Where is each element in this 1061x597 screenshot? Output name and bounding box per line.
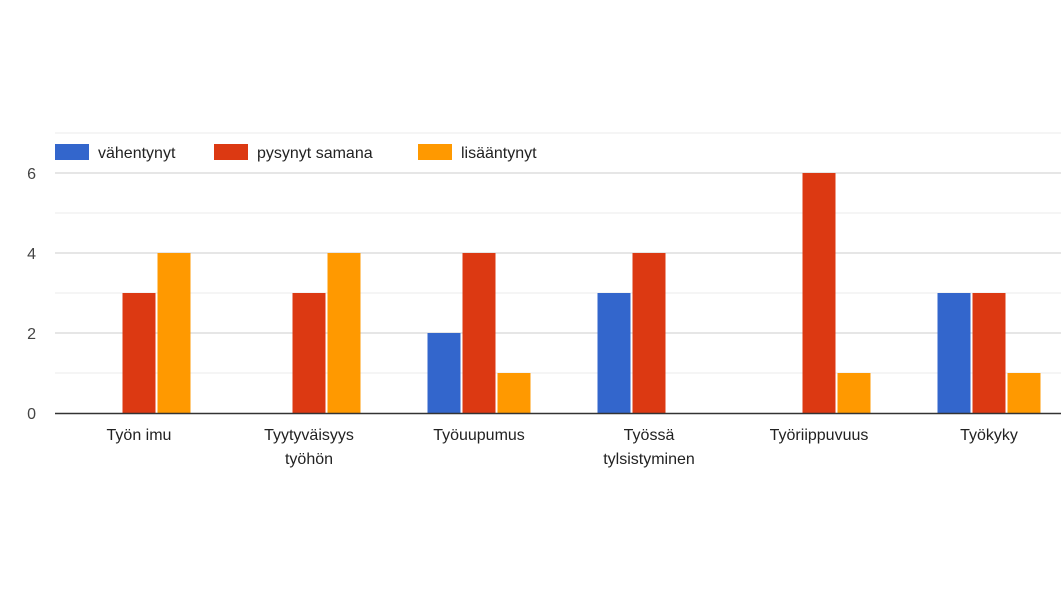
x-axis: Työn imu Tyytyväisyys työhön Työuupumus Työs… (107, 427, 1018, 468)
legend-label: lisääntynyt (461, 145, 537, 162)
bar (632, 253, 666, 413)
y-tick-label: 2 (27, 326, 36, 343)
bar (837, 373, 871, 413)
bar (462, 253, 496, 413)
legend-swatch (55, 144, 89, 160)
legend-label: pysynyt samana (257, 145, 373, 162)
legend-swatch (418, 144, 452, 160)
bar (937, 293, 971, 413)
bar (972, 293, 1006, 413)
x-category-label: Työssä tylsistyminen (603, 427, 695, 468)
bar (497, 373, 531, 413)
x-category-label: Työn imu (107, 427, 172, 444)
legend-label: vähentynyt (98, 145, 176, 162)
x-category-label: Tyytyväisyys työhön (264, 427, 354, 468)
bar (427, 333, 461, 413)
y-tick-label: 6 (27, 166, 36, 183)
y-tick-label: 0 (27, 406, 36, 423)
y-tick-label: 4 (27, 246, 36, 263)
bar (327, 253, 361, 413)
bar (292, 293, 326, 413)
bar (157, 253, 191, 413)
legend-swatch (214, 144, 248, 160)
x-category-label: Työkyky (960, 427, 1018, 444)
x-category-label: Työuupumus (433, 427, 525, 444)
bar (802, 173, 836, 413)
bar (122, 293, 156, 413)
legend: vähentynyt pysynyt samana lisääntynyt (55, 144, 537, 162)
bar (1007, 373, 1041, 413)
bar (597, 293, 631, 413)
x-category-label: Työriippuvuus (770, 427, 869, 444)
bars (122, 173, 1041, 413)
gridlines (55, 132, 1061, 374)
y-axis: 0 2 4 6 (27, 166, 36, 423)
